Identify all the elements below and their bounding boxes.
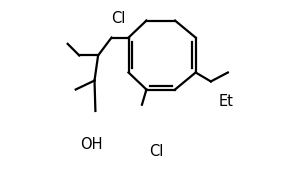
- Text: OH: OH: [81, 137, 103, 152]
- Text: Cl: Cl: [149, 144, 164, 159]
- Text: Et: Et: [219, 94, 234, 109]
- Text: Cl: Cl: [112, 11, 126, 26]
